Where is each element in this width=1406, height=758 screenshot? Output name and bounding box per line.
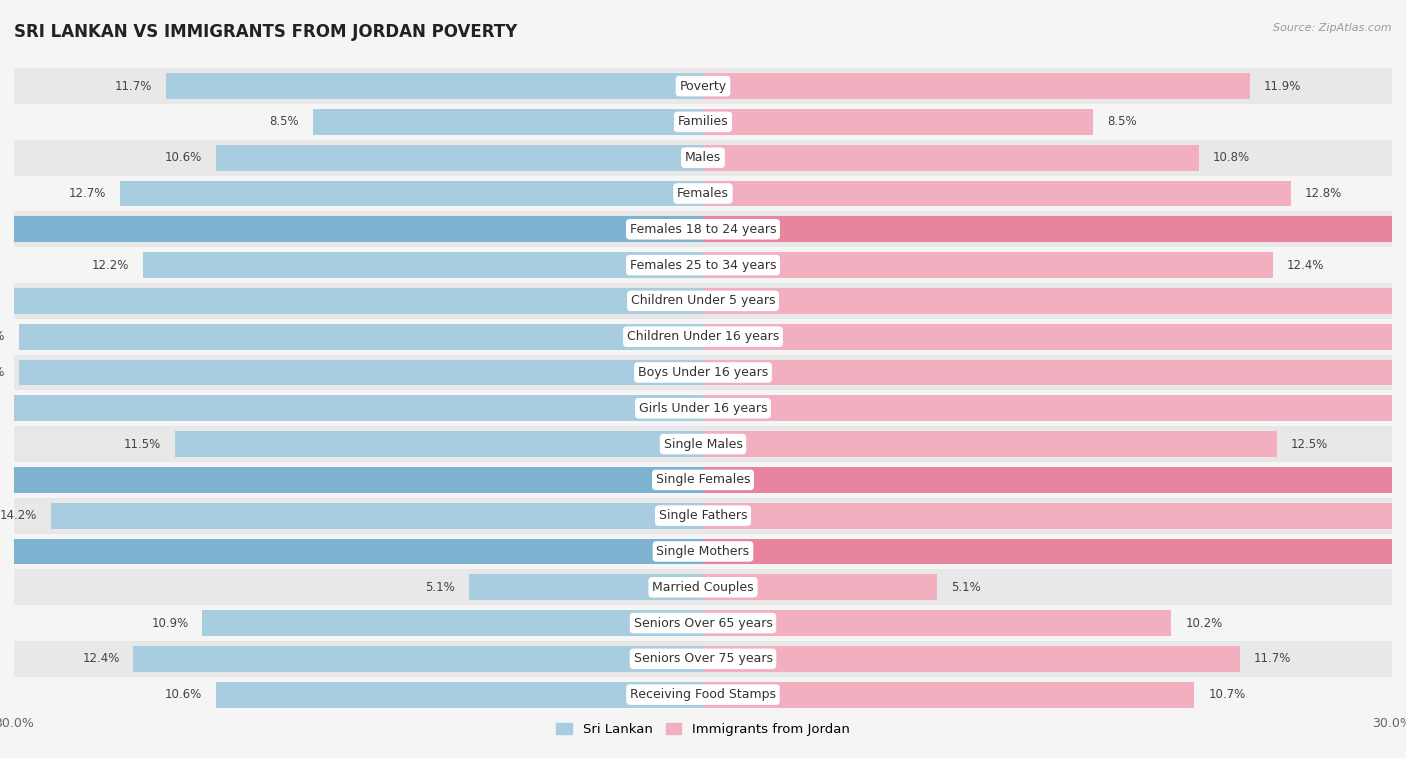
- Bar: [0, 539, 703, 564]
- Bar: [703, 217, 1406, 243]
- Bar: [703, 396, 1406, 421]
- Bar: [0, 467, 703, 493]
- Bar: [14, 247, 1392, 283]
- Bar: [18, 324, 703, 349]
- Bar: [120, 180, 703, 206]
- Text: Single Females: Single Females: [655, 473, 751, 487]
- Text: Males: Males: [685, 151, 721, 164]
- Bar: [703, 467, 1406, 493]
- Text: 12.2%: 12.2%: [91, 258, 129, 271]
- Text: 10.8%: 10.8%: [1213, 151, 1250, 164]
- Text: Poverty: Poverty: [679, 80, 727, 92]
- Bar: [217, 681, 703, 707]
- Bar: [0, 288, 703, 314]
- Bar: [14, 283, 1392, 319]
- Bar: [14, 319, 1392, 355]
- Bar: [703, 288, 1406, 314]
- Text: 10.7%: 10.7%: [1208, 688, 1246, 701]
- Text: Children Under 5 years: Children Under 5 years: [631, 294, 775, 308]
- Bar: [703, 646, 1240, 672]
- Bar: [18, 359, 703, 385]
- Bar: [703, 681, 1195, 707]
- Bar: [703, 503, 1406, 528]
- Bar: [14, 104, 1392, 139]
- Text: Families: Families: [678, 115, 728, 128]
- Text: 11.7%: 11.7%: [1254, 653, 1292, 666]
- Text: Receiving Food Stamps: Receiving Food Stamps: [630, 688, 776, 701]
- Bar: [174, 431, 703, 457]
- Text: 8.5%: 8.5%: [269, 115, 299, 128]
- Bar: [14, 462, 1392, 498]
- Bar: [202, 610, 703, 636]
- Bar: [14, 176, 1392, 211]
- Bar: [703, 74, 1250, 99]
- Bar: [14, 390, 1392, 426]
- Text: 12.8%: 12.8%: [1305, 187, 1341, 200]
- Text: Single Mothers: Single Mothers: [657, 545, 749, 558]
- Text: Married Couples: Married Couples: [652, 581, 754, 594]
- Bar: [703, 109, 1094, 135]
- Text: Females 18 to 24 years: Females 18 to 24 years: [630, 223, 776, 236]
- Text: 14.2%: 14.2%: [0, 509, 37, 522]
- Text: 10.6%: 10.6%: [165, 151, 202, 164]
- Text: SRI LANKAN VS IMMIGRANTS FROM JORDAN POVERTY: SRI LANKAN VS IMMIGRANTS FROM JORDAN POV…: [14, 23, 517, 41]
- Bar: [703, 610, 1171, 636]
- Bar: [703, 324, 1406, 349]
- Text: 14.9%: 14.9%: [0, 330, 4, 343]
- Bar: [703, 431, 1277, 457]
- Bar: [0, 217, 703, 243]
- Bar: [14, 211, 1392, 247]
- Bar: [14, 534, 1392, 569]
- Text: 12.7%: 12.7%: [69, 187, 105, 200]
- Bar: [312, 109, 703, 135]
- Bar: [14, 139, 1392, 176]
- Bar: [134, 646, 703, 672]
- Legend: Sri Lankan, Immigrants from Jordan: Sri Lankan, Immigrants from Jordan: [551, 717, 855, 741]
- Bar: [468, 575, 703, 600]
- Text: Females 25 to 34 years: Females 25 to 34 years: [630, 258, 776, 271]
- Text: 10.6%: 10.6%: [165, 688, 202, 701]
- Text: 5.1%: 5.1%: [950, 581, 981, 594]
- Text: Females: Females: [678, 187, 728, 200]
- Text: Boys Under 16 years: Boys Under 16 years: [638, 366, 768, 379]
- Bar: [217, 145, 703, 171]
- Text: Seniors Over 65 years: Seniors Over 65 years: [634, 616, 772, 630]
- Text: 11.5%: 11.5%: [124, 437, 162, 450]
- Bar: [703, 359, 1406, 385]
- Text: 11.7%: 11.7%: [114, 80, 152, 92]
- Bar: [14, 677, 1392, 713]
- Text: 12.5%: 12.5%: [1291, 437, 1329, 450]
- Bar: [4, 396, 703, 421]
- Text: 14.9%: 14.9%: [0, 366, 4, 379]
- Bar: [703, 252, 1272, 278]
- Text: 10.2%: 10.2%: [1185, 616, 1222, 630]
- Text: Children Under 16 years: Children Under 16 years: [627, 330, 779, 343]
- Bar: [14, 641, 1392, 677]
- Bar: [14, 355, 1392, 390]
- Text: Seniors Over 75 years: Seniors Over 75 years: [634, 653, 772, 666]
- Bar: [14, 498, 1392, 534]
- Bar: [703, 145, 1199, 171]
- Text: Single Males: Single Males: [664, 437, 742, 450]
- Bar: [142, 252, 703, 278]
- Bar: [14, 569, 1392, 605]
- Bar: [703, 575, 938, 600]
- Text: Source: ZipAtlas.com: Source: ZipAtlas.com: [1274, 23, 1392, 33]
- Text: 5.1%: 5.1%: [425, 581, 456, 594]
- Text: 11.9%: 11.9%: [1264, 80, 1301, 92]
- Bar: [14, 68, 1392, 104]
- Bar: [14, 605, 1392, 641]
- Text: 8.5%: 8.5%: [1107, 115, 1137, 128]
- Text: Girls Under 16 years: Girls Under 16 years: [638, 402, 768, 415]
- Text: 12.4%: 12.4%: [83, 653, 120, 666]
- Text: Single Fathers: Single Fathers: [659, 509, 747, 522]
- Bar: [703, 539, 1406, 564]
- Text: 12.4%: 12.4%: [1286, 258, 1323, 271]
- Bar: [14, 426, 1392, 462]
- Bar: [166, 74, 703, 99]
- Text: 10.9%: 10.9%: [152, 616, 188, 630]
- Bar: [51, 503, 703, 528]
- Bar: [703, 180, 1291, 206]
